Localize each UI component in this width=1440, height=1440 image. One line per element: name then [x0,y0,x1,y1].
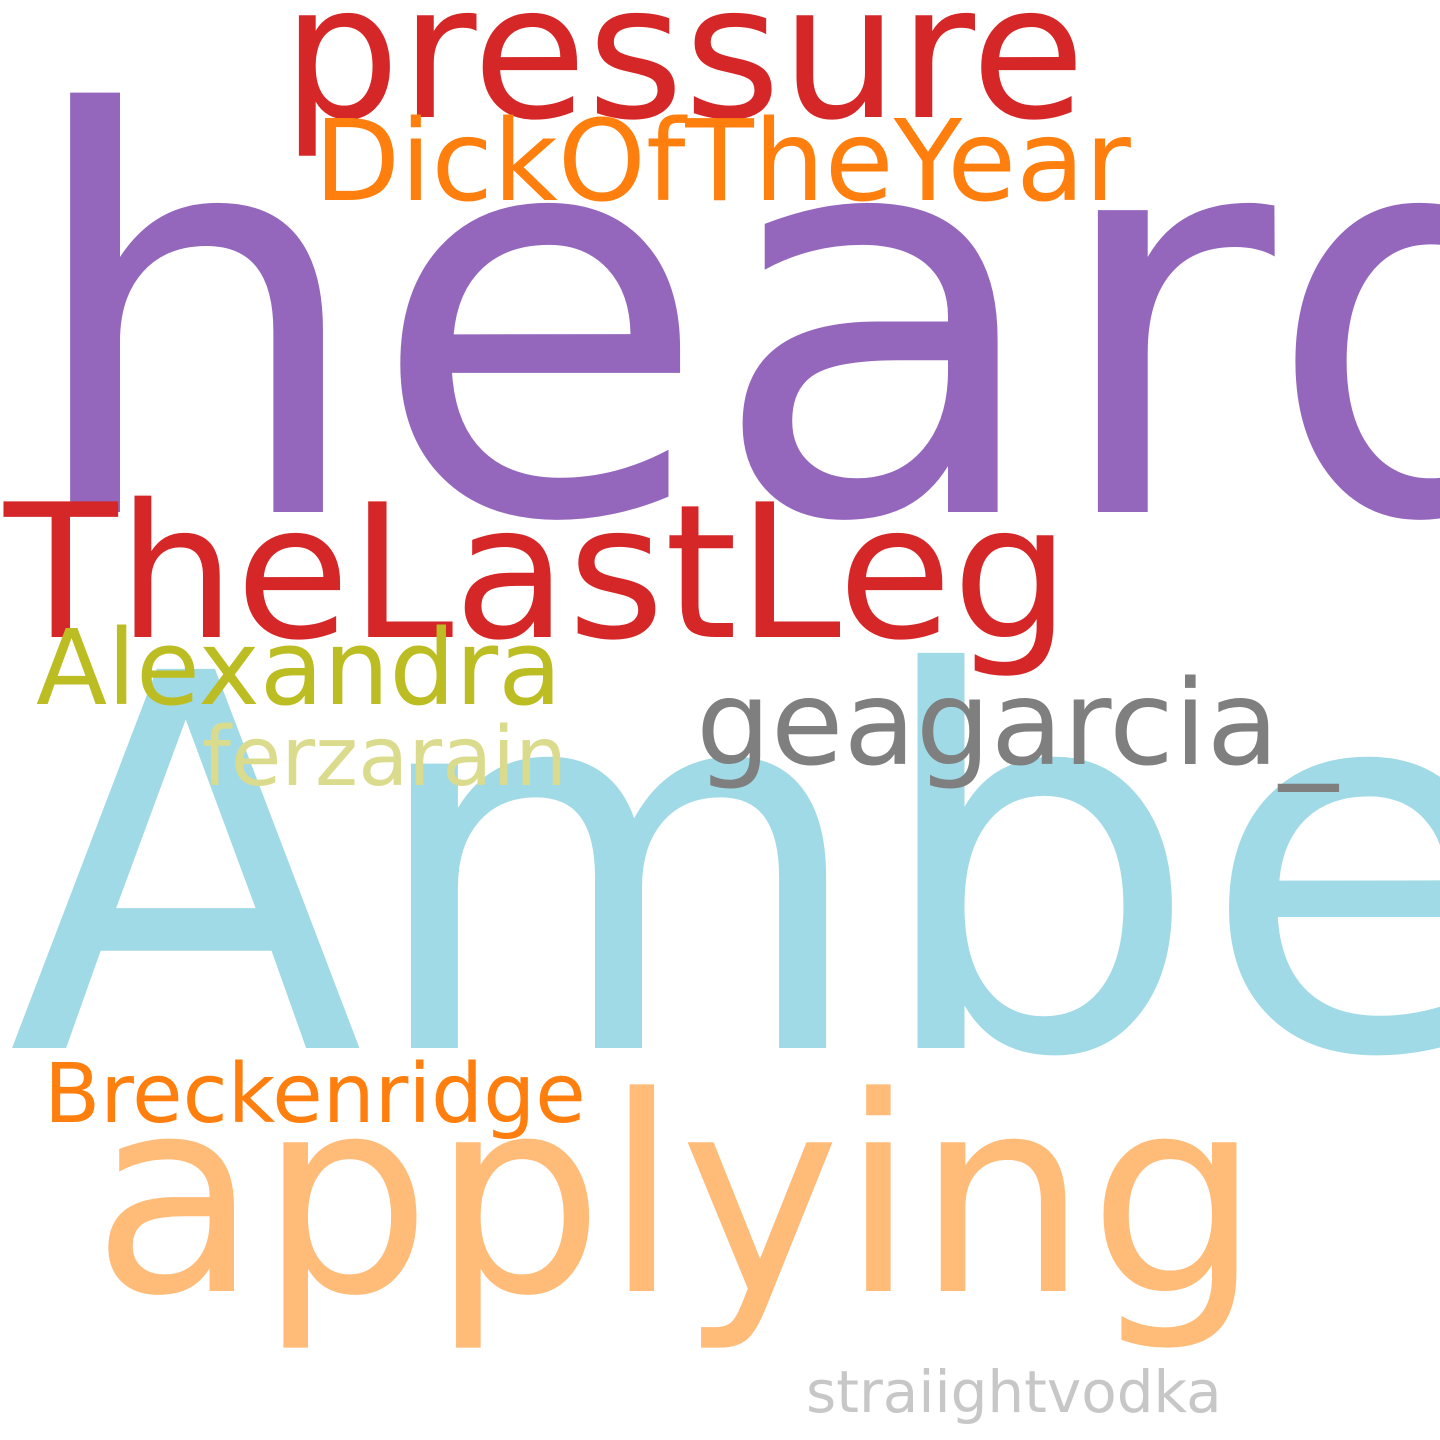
word-breckenridge: Breckenridge [44,1047,586,1142]
word-pressure: pressure [282,0,1086,161]
word-amber: Amber [8,565,1440,1171]
word-applying: applying [92,1040,1262,1356]
word-thelastleg: TheLastLeg [4,464,1071,681]
word-ferzarain: ferzarain [202,710,568,805]
word-straiightvodka: straiightvodka [806,1358,1222,1426]
word-alexandra: Alexandra [36,607,562,729]
word-dickoftheyear: DickOfTheYear [314,97,1131,227]
word-heard: heard [20,1,1440,643]
word-geagarcia: geagarcia_ [696,654,1338,792]
